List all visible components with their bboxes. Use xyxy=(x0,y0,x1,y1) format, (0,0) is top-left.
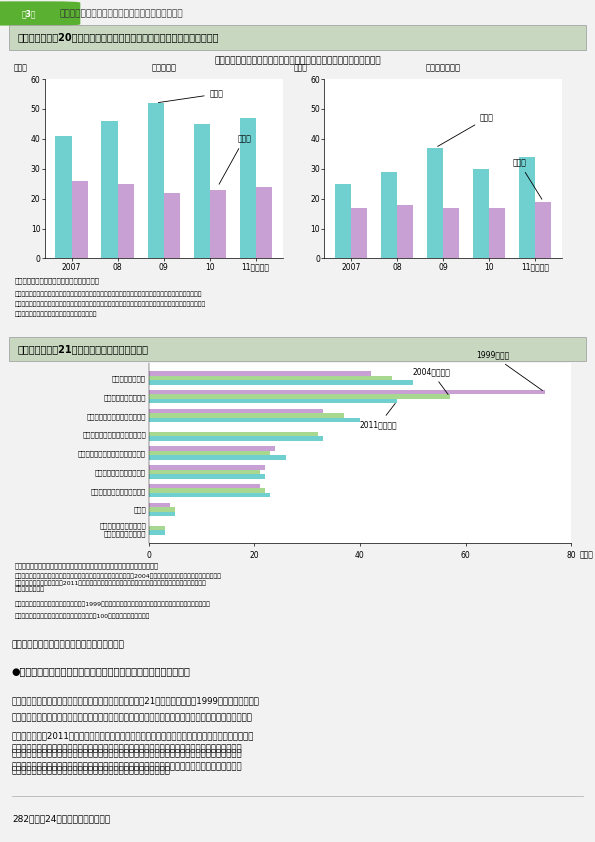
Bar xyxy=(149,390,545,394)
Bar xyxy=(473,168,489,258)
FancyBboxPatch shape xyxy=(0,2,80,25)
Text: （注）　１）「技術革新等が頻繁なため人材育成が無駄になる」とは、2004年度調査では「技術革新等が頻繁なため人
　　材育成が無駄になる」、2011年度調査では「: （注） １）「技術革新等が頻繁なため人材育成が無駄になる」とは、2004年度調査… xyxy=(15,573,222,592)
Text: となっている。2011年度調査では「指導する人材不足」がトップになり、続いて、「時間がない」、: となっている。2011年度調査では「指導する人材不足」がトップになり、続いて、「… xyxy=(12,731,254,740)
Text: 事業所: 事業所 xyxy=(158,89,224,103)
Bar xyxy=(149,526,165,530)
Text: （％）: （％） xyxy=(580,551,594,559)
Bar xyxy=(149,399,397,403)
FancyBboxPatch shape xyxy=(9,337,586,360)
Bar xyxy=(71,181,87,258)
Text: 企業における人材育成に関する問題点を第３－（２）－21図によりみると、1999年調査では、「人: 企業における人材育成に関する問題点を第３－（２）－21図によりみると、1999年… xyxy=(12,695,260,705)
Bar xyxy=(443,208,459,258)
Bar xyxy=(149,371,371,376)
Bar xyxy=(118,184,134,258)
Bar xyxy=(427,148,443,258)
Text: す努力が求められるのではないかと思われる。: す努力が求められるのではないかと思われる。 xyxy=(12,640,125,649)
Text: ２）「人材育成の時間がない」は、1999年調査では「業務の都合をつけることがむずかしい」であった。: ２）「人材育成の時間がない」は、1999年調査では「業務の都合をつけることがむず… xyxy=(15,601,211,607)
Text: 1999年調査: 1999年調査 xyxy=(476,351,543,391)
Text: （％）: （％） xyxy=(14,63,27,72)
Text: （正社員）: （正社員） xyxy=(151,63,176,72)
Text: 282　平成24年版　労働経済の分析: 282 平成24年版 労働経済の分析 xyxy=(12,814,110,823)
Text: ない」「不明」、個人調査の設問は「十分に知らされている」「ある程度知らされている」「あまり知らされてい: ない」「不明」、個人調査の設問は「十分に知らされている」「ある程度知らされている… xyxy=(15,301,206,307)
Text: ない」「まったく知らされていない」「不明」。: ない」「まったく知らされていない」「不明」。 xyxy=(15,312,97,317)
Bar xyxy=(397,205,414,258)
Bar xyxy=(164,193,180,258)
Bar xyxy=(149,484,259,488)
Bar xyxy=(149,413,344,418)
Bar xyxy=(149,507,175,512)
Text: 第3章: 第3章 xyxy=(21,9,36,18)
Bar xyxy=(149,376,392,380)
Text: このように近年、指導者不足が浮き彫りになってきている。産業能率大学の調べでは、人材育成の: このように近年、指導者不足が浮き彫りになってきている。産業能率大学の調べでは、人… xyxy=(12,744,243,754)
Bar xyxy=(149,446,275,450)
Bar xyxy=(149,493,270,498)
Bar xyxy=(149,408,323,413)
Bar xyxy=(335,184,351,258)
Text: （正社員以外）: （正社員以外） xyxy=(426,63,461,72)
Bar xyxy=(351,208,367,258)
Bar xyxy=(519,157,536,258)
Text: 「人材育成しても辞めてしまう」が挙げられている。時間不足の割合は相対的に低下したものの、指: 「人材育成しても辞めてしまう」が挙げられている。時間不足の割合は相対的に低下した… xyxy=(12,749,243,758)
Text: 事業所: 事業所 xyxy=(438,114,494,147)
Text: 資料出所　厚生労働省「能力開発基本調査」、労働省「民間教育訓練実態調査」: 資料出所 厚生労働省「能力開発基本調査」、労働省「民間教育訓練実態調査」 xyxy=(15,562,159,568)
Text: 就労促進に向けた労働市場の需給面及び質面の課題: 就労促進に向けた労働市場の需給面及び質面の課題 xyxy=(60,9,183,18)
Text: 第３－（２）－20図　労働者に求める能力にかかる事業所と労働者の認識: 第３－（２）－20図 労働者に求める能力にかかる事業所と労働者の認識 xyxy=(18,33,219,42)
Bar xyxy=(536,201,552,258)
Text: 材育成の時間がない」が最も多く、続いて「指導員等不足」、「ノウハウがない」、「資金がない」の順: 材育成の時間がない」が最も多く、続いて「指導員等不足」、「ノウハウがない」、「資… xyxy=(12,714,253,722)
Bar xyxy=(149,474,265,478)
Text: 人材育成の時間がない割合が低下している一方、指導する人材不足の割合が上昇している。: 人材育成の時間がない割合が低下している一方、指導する人材不足の割合が上昇している… xyxy=(187,367,408,376)
Bar xyxy=(149,380,413,385)
Bar xyxy=(149,450,270,456)
Bar xyxy=(149,488,265,493)
Bar xyxy=(149,465,265,470)
Bar xyxy=(193,124,209,258)
Text: 導者不足は上昇し、問題点としての比重が高まった形となっている。: 導者不足は上昇し、問題点としての比重が高まった形となっている。 xyxy=(12,766,171,775)
Text: 資料出所　厚生労働省「能力開発基本調査」: 資料出所 厚生労働省「能力開発基本調査」 xyxy=(15,278,100,285)
Text: ●指導者不足、時間不足、人材育成しても辞めてしまうことが課題: ●指導者不足、時間不足、人材育成しても辞めてしまうことが課題 xyxy=(12,667,191,676)
Bar xyxy=(149,503,170,507)
Text: 労働者: 労働者 xyxy=(512,158,542,200)
Text: 事業所調査の設問は「知らせている」「ある程度知らせている」「余り知らせていない」「まったく知らせてい: 事業所調査の設問は「知らせている」「ある程度知らせている」「余り知らせていない」… xyxy=(15,291,202,297)
Bar xyxy=(149,418,360,422)
FancyBboxPatch shape xyxy=(9,25,586,50)
Bar xyxy=(489,208,505,258)
Text: 2011年度調査: 2011年度調査 xyxy=(360,403,397,429)
Bar xyxy=(149,394,450,399)
Bar xyxy=(149,456,286,460)
Bar xyxy=(381,172,397,258)
Bar xyxy=(149,470,259,474)
Bar xyxy=(102,121,118,258)
Text: 2004年度調査: 2004年度調査 xyxy=(413,368,450,394)
Bar xyxy=(240,118,256,258)
Text: 環境として「マネジャーの、メンバーを指導する時間が不足している」と「メンバー・新人を指導す: 環境として「マネジャーの、メンバーを指導する時間が不足している」と「メンバー・新… xyxy=(12,762,243,771)
Bar xyxy=(55,136,71,258)
Bar xyxy=(209,189,226,258)
Text: 第３－（２）－21図　人材育成に関する問題点: 第３－（２）－21図 人材育成に関する問題点 xyxy=(18,344,149,354)
Text: ３）人材育成に関する問題がある事業所を100とした場合で複数回答。: ３）人材育成に関する問題がある事業所を100とした場合で複数回答。 xyxy=(15,613,150,619)
Text: 労働者に求める能力にかかる事業所と労働者の認識には乖離がある。: 労働者に求める能力にかかる事業所と労働者の認識には乖離がある。 xyxy=(214,56,381,66)
Bar xyxy=(256,187,272,258)
Bar xyxy=(149,432,318,436)
Bar xyxy=(149,436,323,441)
Text: （％）: （％） xyxy=(293,63,307,72)
Bar xyxy=(148,103,164,258)
Bar xyxy=(149,512,175,516)
Bar xyxy=(149,530,165,535)
Text: 労働者: 労働者 xyxy=(219,135,251,184)
